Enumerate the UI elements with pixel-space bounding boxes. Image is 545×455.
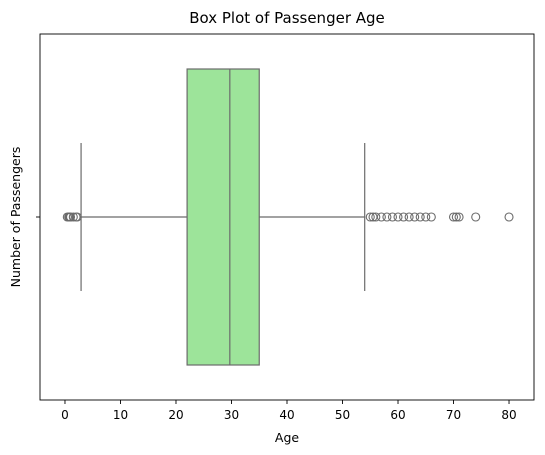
outlier-point — [504, 212, 514, 222]
outlier-point — [68, 212, 78, 222]
x-tick-label: 10 — [113, 408, 128, 422]
x-tick-label: 60 — [390, 408, 405, 422]
outlier-point — [454, 212, 464, 222]
outlier-point — [72, 212, 82, 222]
outlier-point — [415, 212, 425, 222]
x-tick-label: 20 — [168, 408, 183, 422]
x-tick-label: 50 — [335, 408, 350, 422]
x-tick-label: 70 — [446, 408, 461, 422]
outlier-point — [426, 212, 436, 222]
outlier-point — [451, 212, 461, 222]
x-tick-label: 30 — [224, 408, 239, 422]
outlier-point — [371, 212, 381, 222]
x-tick-label: 0 — [61, 408, 69, 422]
iqr-box — [186, 68, 260, 366]
outlier-point — [410, 212, 420, 222]
plot-area — [62, 68, 514, 366]
x-tick-label: 80 — [501, 408, 516, 422]
outlier-point — [399, 212, 409, 222]
x-axis: 0 10 20 30 40 50 60 70 80 — [61, 400, 517, 422]
outlier-point — [421, 212, 431, 222]
outlier-point — [382, 212, 392, 222]
outlier-point — [404, 212, 414, 222]
outlier-point — [387, 212, 398, 222]
chart-title: Box Plot of Passenger Age — [189, 9, 385, 27]
outlier-point — [376, 212, 386, 222]
x-tick-label: 40 — [279, 408, 294, 422]
outlier-point — [471, 212, 481, 222]
outlier-point — [365, 212, 375, 222]
y-axis-label: Number of Passengers — [8, 147, 23, 288]
outlier-point — [65, 212, 76, 222]
outlier-point — [393, 212, 403, 222]
outlier-point — [448, 212, 459, 222]
x-axis-label: Age — [275, 430, 299, 445]
